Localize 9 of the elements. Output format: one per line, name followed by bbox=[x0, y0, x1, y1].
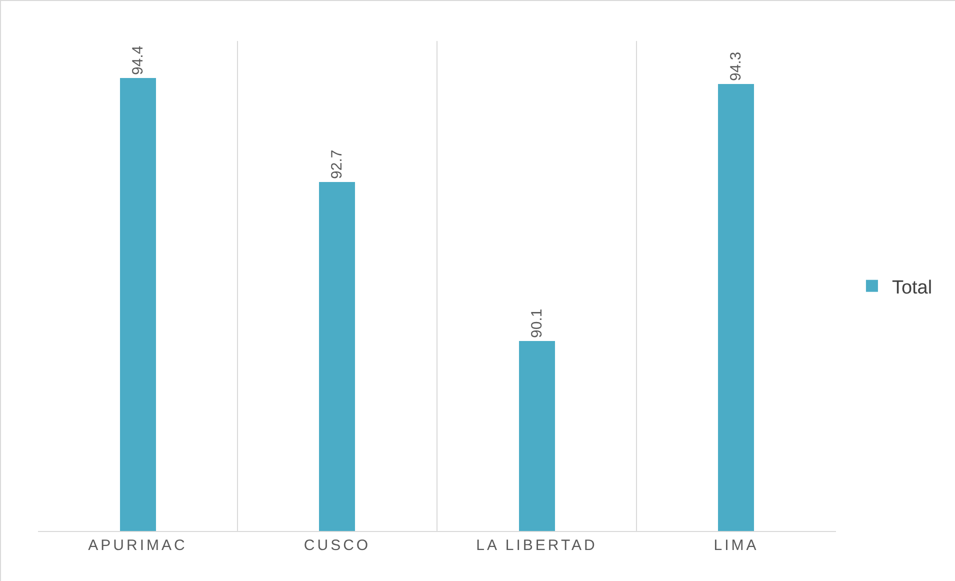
x-tick-label: LIMA bbox=[714, 537, 759, 554]
x-tick-label: APURIMAC bbox=[88, 537, 188, 554]
data-label: 94.4 bbox=[130, 46, 146, 75]
x-tick-label: LA LIBERTAD bbox=[476, 537, 598, 554]
x-tick-label: CUSCO bbox=[304, 537, 371, 554]
data-label: 92.7 bbox=[328, 150, 346, 179]
legend-label: Total bbox=[892, 277, 932, 298]
data-label: 94.3 bbox=[728, 52, 744, 81]
data-label: 90.1 bbox=[528, 308, 546, 338]
